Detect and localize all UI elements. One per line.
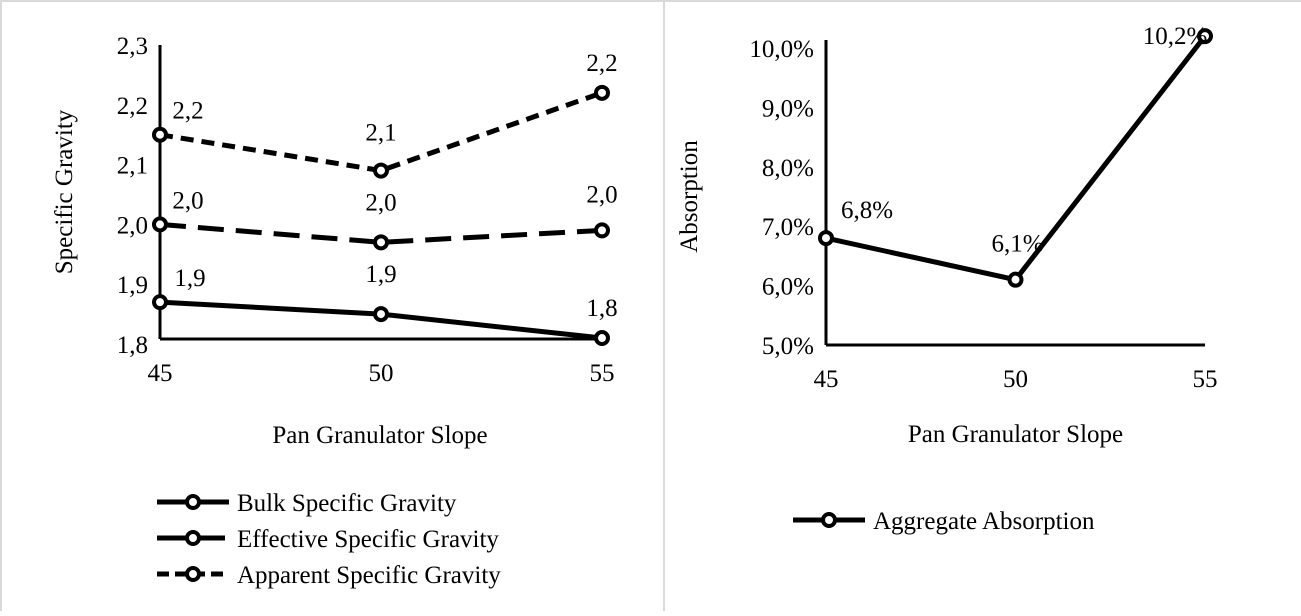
x-axis-title: Pan Granulator Slope — [908, 421, 1123, 448]
data-label: 2,1 — [365, 120, 396, 147]
x-tick-label: 45 — [148, 360, 173, 387]
data-label: 2,0 — [586, 181, 617, 208]
data-point — [373, 234, 389, 251]
data-point — [594, 84, 610, 101]
y-tick-label: 1,9 — [117, 272, 148, 299]
figure-frame-top — [0, 0, 1301, 2]
data-label: 6,8% — [841, 197, 893, 224]
legend-label: Aggregate Absorption — [873, 508, 1095, 535]
y-tick-label: 10,0% — [749, 36, 814, 63]
absorption-chart: 5,0% 6,0% 7,0% 8,0% 9,0% 10,0% 45 50 55 Pan Granu… — [676, 23, 1218, 535]
x-tick-label: 50 — [369, 360, 394, 387]
data-point — [818, 230, 834, 247]
data-point — [1197, 28, 1213, 45]
y-tick-label: 2,1 — [117, 153, 148, 180]
y-tick-label: 9,0% — [762, 95, 814, 122]
data-label: 2,0 — [365, 189, 396, 216]
y-tick-label: 7,0% — [762, 214, 814, 241]
data-point — [594, 222, 610, 239]
data-point — [594, 330, 610, 347]
data-point — [1007, 271, 1024, 288]
x-axis-title: Pan Granulator Slope — [272, 422, 487, 449]
y-tick-label: 2,3 — [117, 33, 148, 60]
legend-label: Apparent Specific Gravity — [237, 562, 501, 589]
y-tick-label: 2,0 — [117, 212, 148, 239]
y-tick-label: 2,2 — [117, 93, 148, 120]
x-tick-label: 45 — [814, 366, 839, 393]
data-point — [373, 306, 389, 323]
data-label: 2,2 — [172, 98, 203, 125]
data-label: 10,2% — [1143, 23, 1208, 50]
data-label: 1,9 — [365, 261, 396, 288]
data-point — [152, 294, 168, 311]
x-tick-label: 55 — [1193, 366, 1218, 393]
legend-marker-icon — [821, 512, 837, 528]
legend-marker-icon — [185, 566, 201, 582]
data-label: 6,1% — [991, 231, 1043, 258]
absorption-chart-panel: 5,0% 6,0% 7,0% 8,0% 9,0% 10,0% 45 50 55 Pan Granu… — [665, 0, 1301, 611]
specific-gravity-chart-panel: 1,8 1,9 2,0 2,1 2,2 2,3 45 50 55 Pan Granulator S… — [51, 0, 665, 611]
y-tick-label: 6,0% — [762, 274, 814, 301]
figure-frame-left — [0, 0, 2, 611]
x-tick-label: 50 — [1003, 366, 1028, 393]
y-tick-label: 8,0% — [762, 155, 814, 182]
y-tick-label: 1,8 — [117, 332, 148, 359]
specific-gravity-chart: 1,8 1,9 2,0 2,1 2,2 2,3 45 50 55 Pan Granulator S… — [51, 33, 618, 589]
data-point — [373, 162, 389, 179]
y-axis-title: Absorption — [676, 140, 703, 253]
y-axis-title: Specific Gravity — [51, 109, 78, 274]
legend-marker-icon — [185, 494, 201, 510]
data-label: 2,2 — [586, 50, 617, 77]
series-line — [159, 90, 603, 174]
data-point — [152, 216, 168, 233]
legend-marker-icon — [185, 530, 201, 546]
x-tick-label: 55 — [590, 360, 615, 387]
data-label: 1,8 — [586, 295, 617, 322]
legend-label: Bulk Specific Gravity — [237, 490, 457, 517]
data-point — [152, 126, 168, 143]
data-label: 1,9 — [174, 265, 205, 292]
legend-label: Effective Specific Gravity — [237, 526, 499, 553]
y-tick-label: 5,0% — [762, 333, 814, 360]
data-label: 2,0 — [172, 187, 203, 214]
